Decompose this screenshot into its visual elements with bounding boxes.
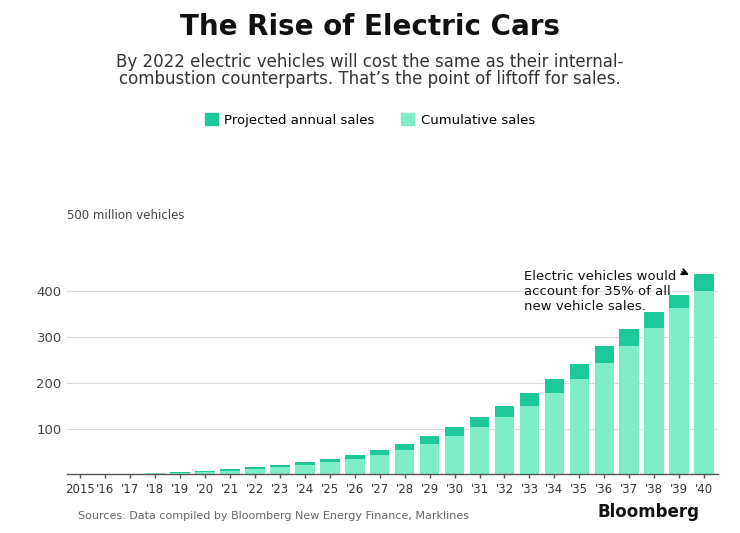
Text: By 2022 electric vehicles will cost the same as their internal-: By 2022 electric vehicles will cost the … — [116, 53, 624, 71]
Bar — [345, 455, 365, 459]
Bar — [395, 450, 414, 474]
Bar — [295, 465, 314, 474]
Bar — [395, 443, 414, 450]
Bar — [170, 473, 190, 474]
Bar — [689, 516, 693, 525]
Bar — [645, 328, 664, 474]
Bar — [694, 273, 714, 291]
Text: Sources: Data compiled by Bloomberg New Energy Finance, Marklines: Sources: Data compiled by Bloomberg New … — [78, 511, 469, 521]
Bar — [694, 291, 714, 474]
Bar — [594, 346, 614, 363]
Bar — [670, 309, 689, 474]
Bar — [345, 459, 365, 474]
Bar — [594, 363, 614, 474]
Bar — [619, 346, 639, 474]
Bar — [519, 393, 539, 406]
Bar — [545, 393, 564, 474]
Bar — [270, 465, 289, 467]
Bar — [470, 427, 489, 474]
Bar — [709, 508, 713, 525]
Bar — [320, 463, 340, 474]
Bar — [195, 471, 215, 472]
Bar — [295, 463, 314, 465]
Bar — [702, 504, 707, 525]
Bar — [519, 406, 539, 474]
Bar — [420, 443, 440, 474]
Bar — [370, 450, 389, 455]
Bar — [245, 467, 265, 470]
Bar — [570, 364, 589, 379]
Bar — [495, 406, 514, 417]
Bar — [670, 295, 689, 309]
Bar — [420, 436, 440, 443]
Bar — [445, 427, 464, 436]
Bar — [270, 467, 289, 474]
Bar — [545, 379, 564, 393]
Bar — [696, 510, 700, 525]
Legend: Projected annual sales, Cumulative sales: Projected annual sales, Cumulative sales — [199, 108, 541, 132]
Bar — [445, 436, 464, 474]
Bar — [495, 417, 514, 474]
Bar — [221, 470, 240, 471]
Text: 500 million vehicles: 500 million vehicles — [67, 209, 184, 222]
Bar — [245, 470, 265, 474]
Text: Electric vehicles would
account for 35% of all
new vehicle sales.: Electric vehicles would account for 35% … — [525, 269, 687, 313]
Bar — [221, 471, 240, 474]
Bar — [320, 459, 340, 463]
Bar — [470, 417, 489, 427]
Text: combustion counterparts. That’s the point of liftoff for sales.: combustion counterparts. That’s the poin… — [119, 70, 621, 88]
Text: Bloomberg: Bloomberg — [598, 503, 700, 521]
Bar — [570, 379, 589, 474]
Bar — [370, 455, 389, 474]
Bar — [645, 312, 664, 328]
Bar — [170, 472, 190, 473]
Bar — [619, 329, 639, 346]
Text: The Rise of Electric Cars: The Rise of Electric Cars — [180, 13, 560, 42]
Bar — [195, 472, 215, 474]
Bar — [146, 473, 165, 474]
